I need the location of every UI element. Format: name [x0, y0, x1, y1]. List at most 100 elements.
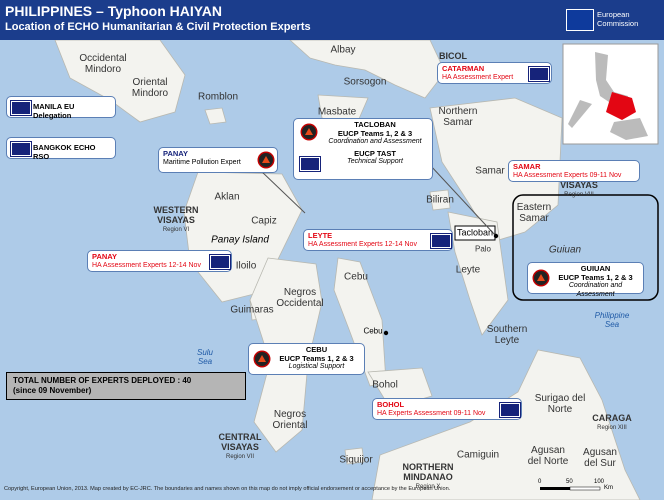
place-label: Siquijor	[339, 454, 373, 466]
place-label: Surigao del Norte	[534, 393, 586, 415]
box-line: HA Assessment Expert	[442, 73, 514, 81]
siquijor	[344, 447, 365, 465]
total-line: (since 09 November)	[13, 386, 92, 395]
mindanao	[371, 349, 641, 500]
box-line: Coordination and Assessment	[568, 282, 623, 298]
scale-bar	[540, 486, 601, 491]
sea-label: Philippine Sea	[594, 311, 630, 329]
place-label: Romblon	[197, 91, 239, 103]
region-label: WESTERN VISAYAS Region VI	[141, 205, 211, 235]
leader-line	[429, 164, 496, 236]
place-label: Aklan	[214, 191, 240, 203]
place-label: Guimaras	[230, 304, 274, 316]
box: PANAY HA Assessment Experts 12-14 Nov	[87, 250, 232, 272]
box-title: BOHOL	[377, 400, 405, 409]
place-label: Southern Leyte	[486, 324, 528, 346]
box: BANGKOK ECHO RSO	[6, 137, 116, 161]
region-code: Region VII	[225, 454, 255, 460]
city-dot	[383, 330, 389, 336]
place-label: Iloilo	[235, 260, 257, 272]
box-title: CATARMAN	[442, 64, 485, 73]
place-label: Cebu	[363, 326, 383, 336]
scale-label: 100	[594, 479, 605, 485]
scale-label: 0	[538, 479, 542, 485]
box-line: EUCP Teams 1, 2 & 3	[279, 353, 354, 363]
place-label: Palo	[474, 244, 492, 254]
inset-map	[562, 43, 659, 145]
box: BOHOL HA Experts Assessment 09-11 Nov	[372, 398, 522, 420]
logo-line: Commission	[597, 19, 639, 28]
box: LEYTE HA Assessment Experts 12-14 Nov	[303, 229, 453, 251]
box-title: GUIUAN	[580, 264, 611, 273]
place-label: Guiuan	[548, 244, 582, 256]
place-label: Camiguin	[456, 449, 500, 461]
region-label: CENTRAL VISAYAS Region VII	[210, 432, 270, 462]
logo-text: European Commission	[597, 10, 638, 28]
box-title: PANAY	[92, 252, 118, 261]
box-title: BANGKOK ECHO RSO	[33, 143, 96, 161]
box-title: MANILA EU Delegation	[33, 102, 75, 120]
total-line: TOTAL NUMBER OF EXPERTS DEPLOYED : 40	[13, 376, 192, 385]
place-label: Northern Samar	[438, 106, 478, 128]
place-label: Eastern Samar	[516, 202, 552, 224]
box-line: EUCP Teams 1, 2 & 3	[337, 128, 413, 138]
place-label: Leyte	[455, 264, 481, 276]
place-label: Negros Occidental	[276, 287, 324, 309]
region-label: NORTHERN MINDANAO Region X	[388, 462, 468, 492]
region-label: CARAGA Region XIII	[592, 413, 632, 433]
mindoro	[54, 39, 186, 123]
place-label: Agusan del Norte	[527, 445, 569, 467]
header: PHILIPPINES – Typhoon HAIYAN Location of…	[0, 0, 664, 40]
city-dot	[493, 233, 499, 239]
box: SAMAR HA Assessment Experts 09-11 Nov	[508, 160, 640, 182]
subtitle: Location of ECHO Humanitarian & Civil Pr…	[5, 21, 311, 33]
region-code: Region XIII	[597, 425, 627, 431]
place-label: Negros Oriental	[272, 409, 308, 431]
total-box: TOTAL NUMBER OF EXPERTS DEPLOYED : 40 (si…	[6, 372, 246, 400]
romblon	[204, 107, 227, 125]
region-name: WESTERN VISAYAS	[153, 205, 199, 225]
place-label: Masbate	[317, 106, 357, 118]
place-label: Albay	[330, 44, 356, 56]
box-line: Logistical Support	[288, 363, 345, 370]
scale-label: 50	[566, 479, 573, 485]
box: TACLOBAN EUCP Teams 1, 2 & 3 Coordination …	[293, 118, 433, 180]
place-label: Cebu	[344, 271, 368, 283]
biliran	[429, 189, 451, 211]
box: MANILA EU Delegation	[6, 96, 116, 120]
place-label: Tacloban	[456, 227, 494, 238]
scale-unit: Km	[604, 485, 613, 491]
region-name: CARAGA	[592, 413, 632, 423]
box-line: EUCP Teams 1, 2 & 3	[558, 272, 633, 282]
box-line: HA Assessment Experts 12-14 Nov	[308, 240, 417, 248]
box-line: Coordination and Assessment	[328, 138, 422, 145]
region-name: VISAYAS	[560, 180, 598, 190]
box: PANAY Maritime Pollution Expert	[158, 147, 278, 173]
place-label: Occidental Mindoro	[79, 53, 127, 75]
region-code: Region VI	[162, 227, 190, 233]
box-title: PANAY	[163, 149, 189, 158]
region-name: NORTHERN MINDANAO	[402, 462, 454, 482]
box-line: HA Experts Assessment 09-11 Nov	[377, 409, 486, 417]
guiuan-frame	[512, 194, 659, 301]
place-label: Bohol	[372, 379, 398, 391]
place-label: Capiz	[251, 215, 277, 227]
samar	[429, 97, 563, 243]
region-label: VISAYAS Region VIII	[560, 180, 598, 200]
region-name: CENTRAL VISAYAS	[218, 432, 262, 452]
leyte	[447, 211, 509, 336]
place-label: Biliran	[426, 194, 454, 206]
box: GUIUAN EUCP Teams 1, 2 & 3 Coordination an…	[527, 262, 644, 298]
box: CATARMAN HA Assessment Expert	[437, 62, 552, 84]
place-label: Agusan del Sur	[583, 447, 617, 469]
region-label: BICOL	[439, 51, 467, 61]
place-label: Samar	[475, 165, 505, 177]
box-title: TACLOBAN	[354, 120, 396, 129]
tacloban-frame	[454, 225, 496, 241]
box-line: HA Assessment Experts 12-14 Nov	[92, 261, 201, 269]
box-line: HA Assessment Experts 09-11 Nov	[513, 171, 622, 179]
box-line: Maritime Pollution Expert	[163, 158, 241, 166]
logo-line: European	[597, 10, 630, 19]
box-title: LEYTE	[308, 231, 333, 240]
